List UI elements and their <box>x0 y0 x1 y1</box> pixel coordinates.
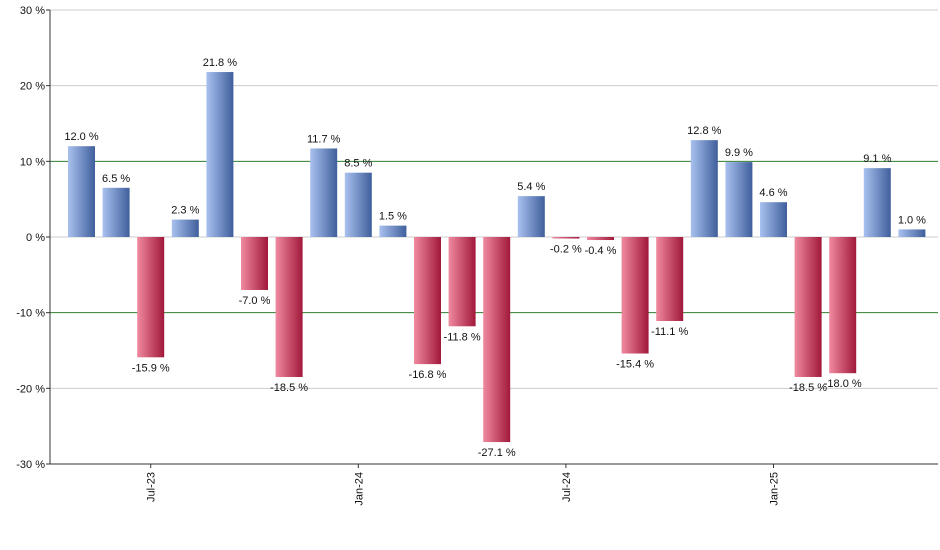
data-label: 2.3 % <box>171 205 199 217</box>
data-label: 11.7 % <box>307 133 341 145</box>
axes <box>49 10 938 465</box>
data-label: -15.4 % <box>616 359 654 371</box>
y-tick-label: 30 % <box>20 5 45 17</box>
bar <box>517 196 545 237</box>
data-label: 9.1 % <box>863 153 891 165</box>
data-label: 21.8 % <box>203 57 237 69</box>
x-tick-label: Jul-24 <box>561 472 573 502</box>
data-label: -15.9 % <box>132 362 170 374</box>
bar <box>863 168 891 237</box>
bar <box>275 237 303 377</box>
bar <box>414 237 441 365</box>
data-label: -11.1 % <box>651 326 688 338</box>
bar <box>206 72 234 238</box>
data-label: -16.8 % <box>409 369 447 381</box>
bar <box>137 237 165 358</box>
bar <box>725 162 753 237</box>
bar <box>344 172 372 237</box>
bar <box>794 237 822 377</box>
data-label: 4.6 % <box>759 187 787 199</box>
data-label: -27.1 % <box>478 447 516 459</box>
y-tick-label: -10 % <box>16 308 45 320</box>
bar <box>483 237 511 443</box>
data-label: -18.5 % <box>270 382 308 394</box>
data-label: 12.0 % <box>64 131 98 143</box>
data-labels: 12.0 % 6.5 % -15.9 % 2.3 % 21.8 % -7.0 % -18.5… <box>64 57 926 459</box>
data-label: -18.0 % <box>824 378 862 390</box>
data-label: 8.5 % <box>344 158 372 170</box>
bar <box>68 146 95 237</box>
data-label: -18.5 % <box>789 382 827 394</box>
y-tick-label: 0 % <box>26 232 45 244</box>
x-axis-tick-labels: Jul-23 Jan-24 Jul-24 Jan-25 <box>146 464 781 506</box>
bar <box>898 229 926 237</box>
x-tick-label: Jan-24 <box>353 472 365 506</box>
y-tick-label: -30 % <box>16 459 45 471</box>
data-label: -0.4 % <box>585 245 617 257</box>
x-tick-label: Jul-23 <box>146 472 158 502</box>
bars <box>68 72 926 443</box>
bar <box>760 202 787 237</box>
y-tick-label: 10 % <box>20 156 45 168</box>
bar <box>690 140 718 237</box>
bar <box>587 237 614 241</box>
y-tick-label: 20 % <box>20 81 45 93</box>
bar <box>310 148 338 237</box>
data-label: -0.2 % <box>550 244 582 256</box>
bar <box>379 225 407 237</box>
bar <box>656 237 684 321</box>
data-label: 6.5 % <box>102 173 130 185</box>
data-label: -11.8 % <box>444 331 481 343</box>
y-axis-tick-labels: 30 % 20 % 10 % 0 % -10 % -20 % -30 % <box>16 5 45 471</box>
data-label: 5.4 % <box>517 181 545 193</box>
bar <box>829 237 857 374</box>
bar <box>552 237 580 239</box>
data-label: 9.9 % <box>725 147 753 159</box>
bar <box>621 237 649 354</box>
bar <box>448 237 476 327</box>
data-label: 1.0 % <box>898 214 926 226</box>
data-label: -7.0 % <box>239 295 271 307</box>
data-label: 12.8 % <box>687 125 721 137</box>
bar <box>102 187 130 237</box>
y-tick-label: -20 % <box>16 383 45 395</box>
data-label: 1.5 % <box>379 211 407 223</box>
bar <box>241 237 268 290</box>
bar <box>171 219 199 237</box>
x-tick-label: Jan-25 <box>769 472 781 506</box>
